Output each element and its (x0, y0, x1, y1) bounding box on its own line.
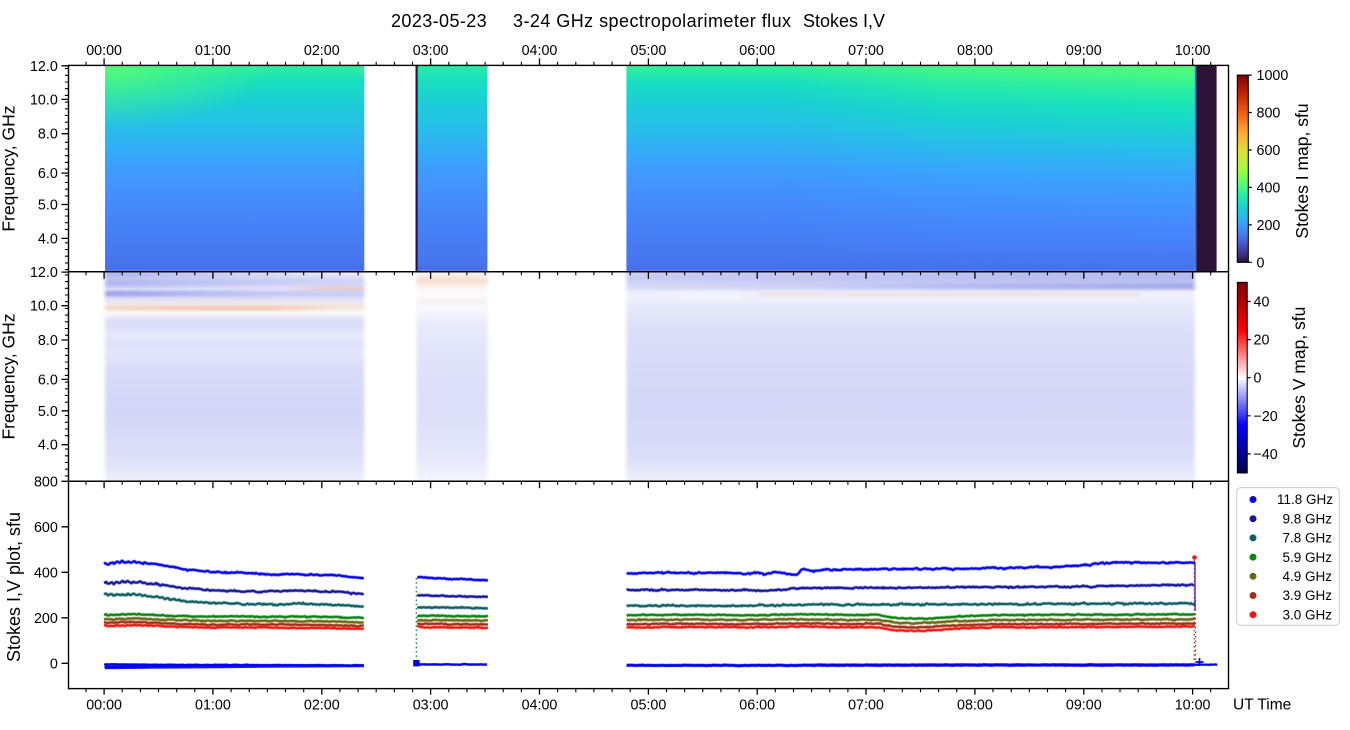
svg-text:400: 400 (1257, 180, 1281, 196)
svg-text:07:00: 07:00 (848, 698, 884, 714)
svg-text:03:00: 03:00 (413, 698, 449, 714)
svg-text:6.0: 6.0 (38, 372, 58, 388)
svg-text:02:00: 02:00 (304, 698, 340, 714)
svg-text:10.0: 10.0 (30, 92, 58, 108)
svg-text:Stokes I,V plot, sfu: Stokes I,V plot, sfu (4, 512, 24, 662)
svg-text:09:00: 09:00 (1066, 698, 1102, 714)
svg-text:5.0: 5.0 (38, 404, 58, 420)
svg-text:02:00: 02:00 (304, 43, 340, 59)
svg-text:04:00: 04:00 (522, 698, 558, 714)
svg-text:5.9 GHz: 5.9 GHz (1283, 550, 1333, 565)
svg-text:01:00: 01:00 (195, 698, 231, 714)
svg-text:200: 200 (1257, 218, 1281, 234)
svg-text:0: 0 (1254, 371, 1262, 387)
svg-text:3-24 GHz spectropolarimeter fl: 3-24 GHz spectropolarimeter flux (513, 11, 792, 31)
svg-text:2023-05-23: 2023-05-23 (391, 11, 487, 31)
svg-text:12.0: 12.0 (30, 59, 58, 75)
svg-text:Stokes I,V: Stokes I,V (803, 11, 885, 31)
svg-text:1000: 1000 (1257, 68, 1289, 84)
svg-text:8.0: 8.0 (38, 333, 58, 349)
svg-text:12.0: 12.0 (30, 265, 58, 281)
svg-text:09:00: 09:00 (1066, 43, 1102, 59)
svg-text:800: 800 (34, 474, 58, 490)
svg-text:00:00: 00:00 (86, 43, 122, 59)
svg-text:20: 20 (1254, 333, 1270, 349)
svg-text:4.0: 4.0 (38, 231, 58, 247)
svg-text:04:00: 04:00 (522, 43, 558, 59)
svg-text:10:00: 10:00 (1175, 43, 1211, 59)
svg-text:400: 400 (34, 565, 58, 581)
svg-text:−40: −40 (1254, 447, 1278, 463)
svg-text:5.0: 5.0 (38, 198, 58, 214)
svg-text:200: 200 (34, 611, 58, 627)
svg-text:10:00: 10:00 (1175, 698, 1211, 714)
svg-text:Frequency, GHz: Frequency, GHz (0, 106, 19, 232)
svg-text:600: 600 (34, 520, 58, 536)
svg-text:UT Time: UT Time (1233, 697, 1291, 714)
svg-text:01:00: 01:00 (195, 43, 231, 59)
svg-text:3.0 GHz: 3.0 GHz (1283, 607, 1333, 622)
svg-text:05:00: 05:00 (631, 43, 667, 59)
svg-text:800: 800 (1257, 106, 1281, 122)
svg-text:4.0: 4.0 (38, 438, 58, 454)
svg-text:−20: −20 (1254, 409, 1278, 425)
svg-text:600: 600 (1257, 143, 1281, 159)
svg-text:05:00: 05:00 (631, 698, 667, 714)
svg-text:Stokes V map, sfu: Stokes V map, sfu (1289, 307, 1309, 449)
svg-text:03:00: 03:00 (413, 43, 449, 59)
svg-text:6.0: 6.0 (38, 166, 58, 182)
svg-text:07:00: 07:00 (848, 43, 884, 59)
svg-text:00:00: 00:00 (86, 698, 122, 714)
svg-text:0: 0 (50, 656, 58, 672)
svg-text:06:00: 06:00 (739, 698, 775, 714)
svg-text:9.8 GHz: 9.8 GHz (1283, 511, 1333, 526)
svg-text:0: 0 (1257, 255, 1265, 271)
svg-text:08:00: 08:00 (957, 698, 993, 714)
svg-text:7.8 GHz: 7.8 GHz (1283, 531, 1333, 546)
svg-text:3.9 GHz: 3.9 GHz (1283, 588, 1333, 603)
svg-text:4.9 GHz: 4.9 GHz (1283, 569, 1333, 584)
svg-text:06:00: 06:00 (739, 43, 775, 59)
svg-text:08:00: 08:00 (957, 43, 993, 59)
svg-text:11.8 GHz: 11.8 GHz (1277, 492, 1333, 507)
svg-text:10.0: 10.0 (30, 299, 58, 315)
svg-text:Stokes I map, sfu: Stokes I map, sfu (1292, 103, 1312, 238)
svg-text:8.0: 8.0 (38, 127, 58, 143)
svg-text:Frequency, GHz: Frequency, GHz (0, 313, 19, 439)
svg-text:40: 40 (1254, 295, 1270, 311)
